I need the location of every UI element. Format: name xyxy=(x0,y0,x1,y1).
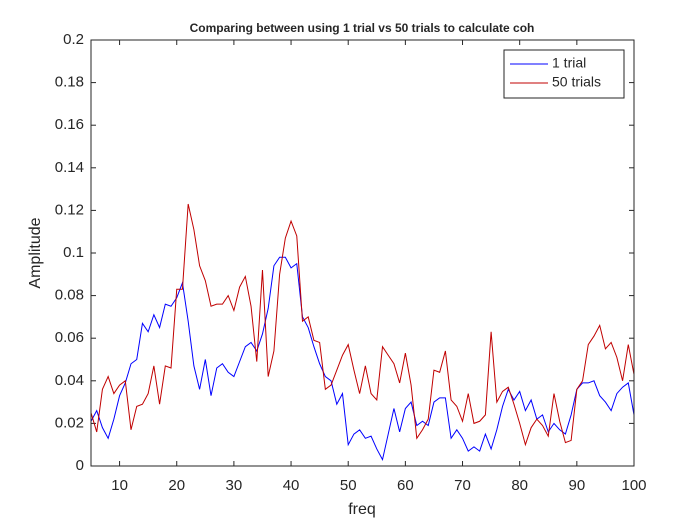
y-tick-label: 0.1 xyxy=(63,244,84,261)
x-tick-label: 90 xyxy=(568,477,585,494)
series-line xyxy=(90,256,635,462)
x-tick-label: 60 xyxy=(397,477,414,494)
x-tick-label: 80 xyxy=(511,477,528,494)
axes-box xyxy=(90,39,635,467)
x-tick-label: 40 xyxy=(283,477,300,494)
y-tick-label: 0.02 xyxy=(55,414,84,431)
y-axis-label: Amplitude xyxy=(27,217,44,288)
x-tick-label: 100 xyxy=(621,477,646,494)
x-tick-label: 30 xyxy=(226,477,243,494)
legend-label: 50 trials xyxy=(552,74,601,90)
x-tick-label: 10 xyxy=(111,477,128,494)
y-tick-label: 0 xyxy=(76,457,84,474)
y-tick-label: 0.06 xyxy=(55,329,84,346)
plot-area xyxy=(91,40,634,466)
y-tick-label: 0.04 xyxy=(55,372,84,389)
legend-label: 1 trial xyxy=(552,55,586,71)
legend-box xyxy=(503,49,625,99)
series-line xyxy=(90,203,635,447)
y-tick-label: 0.14 xyxy=(55,159,84,176)
y-tick-label: 0.2 xyxy=(63,31,84,48)
y-tick-label: 0.12 xyxy=(55,201,84,218)
x-axis-label: freq xyxy=(348,501,376,518)
x-tick-label: 50 xyxy=(340,477,357,494)
x-tick-label: 20 xyxy=(168,477,185,494)
y-tick-label: 0.16 xyxy=(55,116,84,133)
x-tick-label: 70 xyxy=(454,477,471,494)
y-tick-label: 0.18 xyxy=(55,74,84,91)
y-tick-label: 0.08 xyxy=(55,287,84,304)
chart-title: Comparing between using 1 trial vs 50 tr… xyxy=(190,21,535,35)
